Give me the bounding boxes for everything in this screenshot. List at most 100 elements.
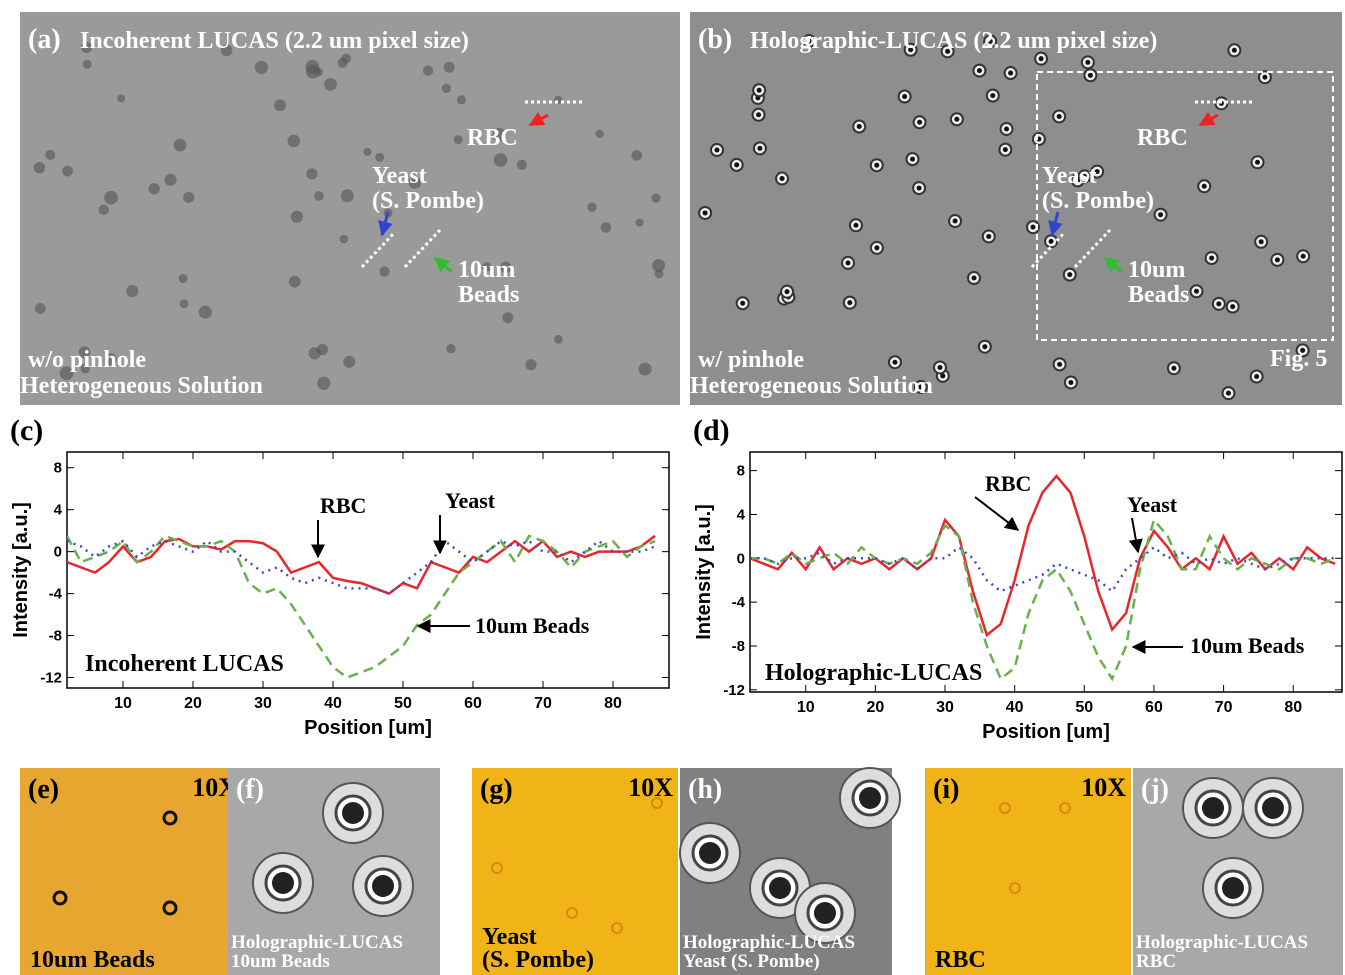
particle — [338, 58, 348, 68]
caption: RBC — [1136, 951, 1176, 972]
x-tick-label: 40 — [324, 695, 342, 712]
particle-core — [1057, 362, 1062, 367]
cell-core — [699, 842, 721, 864]
particle — [635, 219, 643, 227]
particle — [457, 95, 466, 104]
particle-core — [714, 147, 719, 152]
particle-core — [1275, 257, 1280, 262]
cell-core — [769, 877, 791, 899]
annotation: Beads — [458, 282, 519, 308]
particle-core — [1088, 73, 1093, 78]
y-tick-label: 0 — [54, 544, 62, 561]
panel-label: (b) — [698, 24, 732, 55]
particle-core — [1039, 56, 1044, 61]
cell-core — [859, 787, 881, 809]
particle — [174, 139, 187, 152]
particle — [306, 168, 317, 179]
annotation: Fig. 5 — [1270, 346, 1327, 372]
particle — [291, 211, 303, 223]
x-tick-label: 60 — [464, 695, 482, 712]
panel-label: (e) — [28, 774, 59, 805]
annotation: Yeast — [1042, 163, 1097, 189]
caption: Holographic-LUCAS — [1136, 932, 1308, 953]
particle — [375, 153, 384, 162]
particle — [314, 191, 324, 201]
panel-label: (f) — [236, 774, 264, 805]
particle — [554, 335, 563, 344]
annotation: Heterogeneous Solution — [690, 373, 933, 399]
particle — [305, 60, 319, 74]
y-tick-label: -8 — [49, 628, 62, 645]
annotation: RBC — [320, 493, 366, 518]
particle-core — [1057, 114, 1062, 119]
x-tick-label: 10 — [797, 699, 815, 716]
particle-core — [1216, 301, 1221, 306]
particle — [341, 189, 354, 202]
particle — [502, 312, 513, 323]
chart-label: (d) — [693, 414, 730, 447]
series-line — [750, 547, 1335, 591]
annotation-arrow — [975, 497, 1018, 530]
annotation: 10um — [1128, 257, 1185, 283]
particle — [442, 84, 451, 93]
particle-core — [1030, 225, 1035, 230]
y-tick-label: 4 — [737, 506, 746, 523]
caption: 10um Beads — [30, 947, 155, 973]
caption: (S. Pombe) — [482, 947, 594, 973]
particle-core — [977, 68, 982, 73]
particle-core — [1254, 374, 1259, 379]
particle — [199, 306, 212, 319]
particle — [289, 276, 301, 288]
particle — [45, 150, 55, 160]
particle — [34, 162, 46, 174]
panel-label: (g) — [480, 774, 513, 805]
x-tick-label: 80 — [604, 695, 622, 712]
particle — [317, 377, 330, 390]
particle — [149, 183, 160, 194]
series-line — [67, 536, 655, 594]
particle — [35, 303, 46, 314]
particle-core — [982, 344, 987, 349]
x-tick-label: 30 — [936, 699, 954, 716]
x-tick-label: 80 — [1284, 699, 1302, 716]
particle-core — [1226, 391, 1231, 396]
particle — [274, 99, 286, 111]
particle — [324, 78, 337, 91]
particle-core — [1158, 212, 1163, 217]
particle-core — [990, 93, 995, 98]
particle — [309, 347, 321, 359]
annotation: RBC — [985, 471, 1031, 496]
particle-core — [1085, 60, 1090, 65]
particle-core — [1232, 48, 1237, 53]
magnification: 10X — [1081, 773, 1126, 802]
panel-label: (i) — [933, 774, 959, 805]
annotation: 10um Beads — [1190, 633, 1305, 658]
particle-core — [937, 365, 942, 370]
x-tick-label: 20 — [866, 699, 884, 716]
x-tick-label: 40 — [1006, 699, 1024, 716]
figure: (a)Incoherent LUCAS (2.2 um pixel size)R… — [0, 0, 1345, 975]
particle-core — [874, 163, 879, 168]
particle-core — [954, 117, 959, 122]
particle — [638, 362, 651, 375]
y-tick-label: -8 — [732, 638, 745, 655]
chart-label: (c) — [10, 414, 43, 447]
particle — [287, 135, 300, 148]
particle-core — [757, 88, 762, 93]
caption: Holographic-LUCAS — [231, 932, 403, 953]
x-tick-label: 30 — [254, 695, 272, 712]
particle-core — [874, 245, 879, 250]
particle — [62, 166, 73, 177]
particle — [655, 269, 664, 278]
panel-label: (j) — [1141, 774, 1169, 805]
particle — [587, 202, 596, 211]
particle — [340, 235, 349, 244]
annotation: Yeast — [1127, 492, 1178, 517]
particle — [255, 61, 268, 74]
x-tick-label: 10 — [114, 695, 132, 712]
y-axis-label: Intensity [a.u.] — [693, 504, 715, 640]
cell-core — [1222, 877, 1244, 899]
particle — [363, 148, 371, 156]
x-axis-label: Position [um] — [982, 721, 1110, 743]
particle-core — [857, 124, 862, 129]
